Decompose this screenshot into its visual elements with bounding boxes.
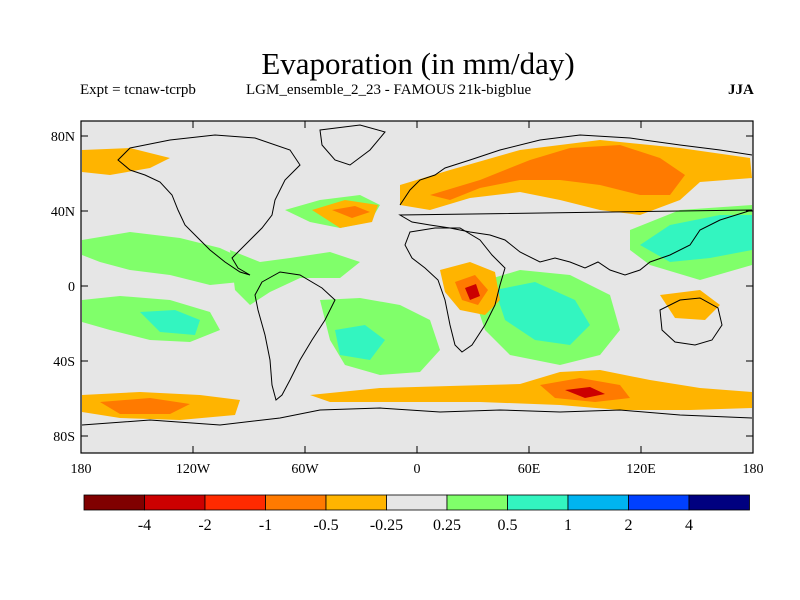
colorbar-swatch — [628, 494, 690, 511]
coast-australia — [659, 297, 723, 346]
colorbar-swatch — [325, 494, 387, 511]
field-indian-ocean-cyan — [495, 282, 590, 345]
lon-tick-label: 180 — [743, 462, 764, 477]
lon-tick-label: 0 — [414, 462, 421, 477]
map-title: Evaporation (in mm/day) — [261, 46, 575, 81]
colorbar-swatch — [204, 494, 266, 511]
colorbar-label: -0.5 — [313, 517, 338, 534]
ensemble-label: LGM_ensemble_2_23 - FAMOUS 21k-bigblue — [246, 82, 532, 98]
lat-tick-label: 40N — [51, 205, 75, 220]
colorbar-swatch — [567, 494, 629, 511]
season-label: JJA — [728, 82, 754, 98]
field-africa-core — [465, 284, 480, 300]
colorbar-label: 1 — [564, 517, 572, 534]
lat-tick-label: 80S — [53, 430, 75, 445]
coast-north-america — [117, 134, 301, 276]
colorbar-swatch — [386, 494, 448, 511]
colorbar-label: -4 — [138, 517, 151, 534]
colorbar-label: -2 — [198, 517, 211, 534]
colorbar-swatch — [265, 494, 327, 511]
coast-greenland — [319, 124, 386, 166]
lat-axis — [81, 135, 753, 437]
field-tropical-pacific-green — [82, 232, 250, 285]
colorbar-swatch — [144, 494, 206, 511]
coast-antarctica — [81, 407, 753, 426]
field-arctic-orange-west — [82, 148, 170, 175]
field-southern-ocean-red — [565, 387, 605, 398]
field-siberia-dark-orange — [430, 145, 685, 200]
lon-tick-label: 120E — [626, 462, 656, 477]
lon-tick-label: 60W — [291, 462, 319, 477]
lon-tick-label: 180 — [71, 462, 92, 477]
field-east-pacific-green — [230, 250, 360, 305]
lon-tick-labels: 180 120W 60W 0 60E 120E 180 — [71, 462, 764, 477]
colorbar-swatch — [688, 494, 750, 511]
lon-axis — [192, 121, 642, 453]
anomaly-fields — [82, 140, 752, 420]
field-nw-pacific-cyan — [640, 215, 752, 262]
lat-tick-label: 80N — [51, 130, 75, 145]
colorbar-label: 0.25 — [433, 517, 461, 534]
colorbar-swatch — [507, 494, 569, 511]
colorbar-label: 2 — [625, 517, 633, 534]
lon-tick-label: 60E — [518, 462, 541, 477]
colorbar-swatch — [83, 494, 145, 511]
coast-eurasia — [398, 134, 753, 276]
field-south-pacific-cyan — [140, 310, 200, 335]
colorbar-swatch — [446, 494, 508, 511]
coast-south-america — [254, 271, 336, 401]
lat-tick-label: 0 — [68, 280, 75, 295]
coast-africa — [404, 227, 506, 353]
colorbar-label: -0.25 — [370, 517, 403, 534]
field-southern-ocean-west-core — [100, 398, 190, 414]
field-north-atlantic-core — [332, 206, 370, 218]
colorbar-label: -1 — [259, 517, 272, 534]
field-south-atlantic-cyan — [335, 325, 385, 360]
lat-tick-label: 40S — [53, 355, 75, 370]
colorbar-label: 4 — [685, 517, 693, 534]
coastlines — [81, 124, 753, 426]
lat-tick-labels: 80N 40N 0 40S 80S — [51, 130, 75, 445]
field-australia-orange — [660, 290, 720, 320]
lon-tick-label: 120W — [176, 462, 211, 477]
colorbar: -4 -2 -1 -0.5 -0.25 0.25 0.5 1 2 4 — [83, 494, 750, 534]
field-southern-ocean-east — [310, 370, 752, 410]
colorbar-label: 0.5 — [498, 517, 518, 534]
experiment-label: Expt = tcnaw-tcrpb — [80, 82, 196, 98]
